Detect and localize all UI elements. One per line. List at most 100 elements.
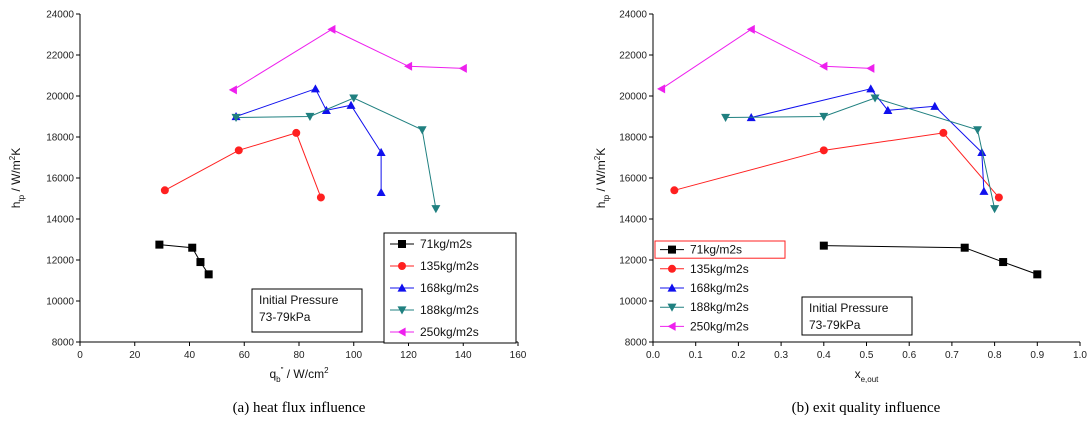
data-point-1-0 xyxy=(670,186,679,195)
data-point-3-4 xyxy=(990,205,1000,214)
x-tick-label: 160 xyxy=(510,350,527,361)
legend-highlight xyxy=(654,240,786,259)
y-tick-label: 18000 xyxy=(619,133,647,144)
x-axis-title-main: q xyxy=(269,367,276,381)
figure-caption: (b) exit quality influence xyxy=(792,400,941,416)
data-point-2-4 xyxy=(977,147,987,156)
y-tick-label: 20000 xyxy=(619,92,647,103)
data-point-3-3 xyxy=(417,126,427,135)
x-tick-label: 0.4 xyxy=(817,350,831,361)
y-axis-title-rest: / W/m xyxy=(9,160,23,195)
x-axis-title-sub: e,out xyxy=(861,375,880,384)
legend-marker-1 xyxy=(398,262,406,270)
x-tick-label: 120 xyxy=(400,350,417,361)
data-point-0-3 xyxy=(204,270,213,279)
legend-marker-2 xyxy=(667,283,677,292)
annotation-line-1: 73-79kPa xyxy=(809,318,861,332)
legend-label-1: 135kg/m2s xyxy=(690,262,749,276)
x-tick-label: 100 xyxy=(345,350,362,361)
annotation-line-0: Initial Pressure xyxy=(259,293,339,307)
data-point-4-1 xyxy=(327,24,336,34)
series-line-3 xyxy=(236,97,437,209)
y-axis-title-main: h xyxy=(9,202,23,209)
x-tick-label: 0.7 xyxy=(945,350,959,361)
annotation-box xyxy=(801,296,913,336)
data-point-3-0 xyxy=(231,113,241,123)
legend-marker-0 xyxy=(668,245,676,254)
legend-marker-3 xyxy=(667,303,677,312)
data-point-0-0 xyxy=(819,241,828,250)
data-point-3-3 xyxy=(973,126,983,135)
x-tick-label: 40 xyxy=(184,350,196,361)
y-tick-label: 10000 xyxy=(46,297,74,308)
x-tick-label: 0 xyxy=(77,350,83,361)
data-point-3-0 xyxy=(721,113,731,123)
annotation-line-0: Initial Pressure xyxy=(809,301,889,315)
series-line-2 xyxy=(235,88,382,193)
data-point-2-2 xyxy=(883,105,893,114)
data-point-2-1 xyxy=(310,84,320,93)
y-tick-label: 16000 xyxy=(619,174,647,185)
x-tick-label: 0.2 xyxy=(731,350,745,361)
series-line-4 xyxy=(233,28,464,91)
data-point-1-3 xyxy=(994,193,1003,202)
data-point-2-1 xyxy=(866,84,876,93)
x-axis-title: qb" / W/cm2 xyxy=(269,366,329,384)
data-point-2-4 xyxy=(376,147,386,156)
y-axis-title-sup: 2 xyxy=(593,155,602,160)
y-axis-title-tail: K xyxy=(9,148,23,156)
data-point-1-3 xyxy=(316,193,325,202)
data-point-3-4 xyxy=(431,205,441,214)
y-tick-label: 24000 xyxy=(46,10,74,21)
y-axis-title-main: h xyxy=(594,202,608,209)
data-point-4-3 xyxy=(866,63,875,73)
data-point-4-0 xyxy=(228,85,237,95)
y-axis-title-rest: / W/m xyxy=(594,160,608,195)
data-point-4-1 xyxy=(746,24,755,34)
y-tick-label: 8000 xyxy=(52,338,75,349)
data-point-0-3 xyxy=(1033,270,1042,279)
chart-exit-quality: 8000 10000 12000 14000 16000 18000 20000 22000 2… xyxy=(593,10,1087,417)
figure-caption: (a) heat flux influence xyxy=(233,400,366,416)
x-tick-label: 20 xyxy=(129,350,141,361)
legend-marker-1 xyxy=(668,264,676,273)
y-tick-label: 16000 xyxy=(46,174,74,185)
data-point-0-0 xyxy=(155,240,164,249)
data-point-3-2 xyxy=(349,94,359,103)
x-axis-title-prime: " xyxy=(281,366,284,375)
data-point-1-1 xyxy=(819,146,828,155)
legend-label-3: 188kg/m2s xyxy=(420,303,479,317)
legend-label-2: 168kg/m2s xyxy=(420,281,479,295)
legend-label-0: 71kg/m2s xyxy=(420,237,472,251)
x-axis-title: xe,out xyxy=(855,367,880,384)
legend-label-3: 188kg/m2s xyxy=(690,300,749,314)
y-tick-label: 20000 xyxy=(46,92,74,103)
x-axis-title-sub: b xyxy=(276,375,281,384)
y-tick-label: 22000 xyxy=(619,51,647,62)
x-tick-label: 0.8 xyxy=(988,350,1002,361)
data-point-3-1 xyxy=(305,112,315,121)
data-point-1-1 xyxy=(234,146,243,155)
series-line-1 xyxy=(164,132,322,198)
data-point-4-2 xyxy=(404,61,413,71)
y-tick-label: 18000 xyxy=(46,133,74,144)
y-tick-label: 10000 xyxy=(619,297,647,308)
y-axis-title-sub: tp xyxy=(602,194,611,201)
data-point-3-2 xyxy=(870,94,880,103)
y-axis-title-sup: 2 xyxy=(8,155,17,160)
data-point-1-2 xyxy=(292,128,301,137)
legend-label-2: 168kg/m2s xyxy=(690,281,749,295)
annotation-line-1: 73-79kPa xyxy=(259,310,311,324)
y-tick-label: 14000 xyxy=(619,215,647,226)
x-tick-label: 60 xyxy=(239,350,251,361)
legend-label-4: 250kg/m2s xyxy=(690,319,749,333)
y-axis-title: htp / W/m2K xyxy=(8,148,26,209)
data-point-1-0 xyxy=(160,186,169,195)
series-line-3 xyxy=(725,97,996,209)
x-axis-title-sup: 2 xyxy=(324,366,329,375)
y-axis-title-tail: K xyxy=(594,148,608,156)
x-tick-label: 0.6 xyxy=(902,350,916,361)
x-axis-title-rest: / W/cm xyxy=(283,367,324,381)
data-point-2-5 xyxy=(979,186,989,195)
